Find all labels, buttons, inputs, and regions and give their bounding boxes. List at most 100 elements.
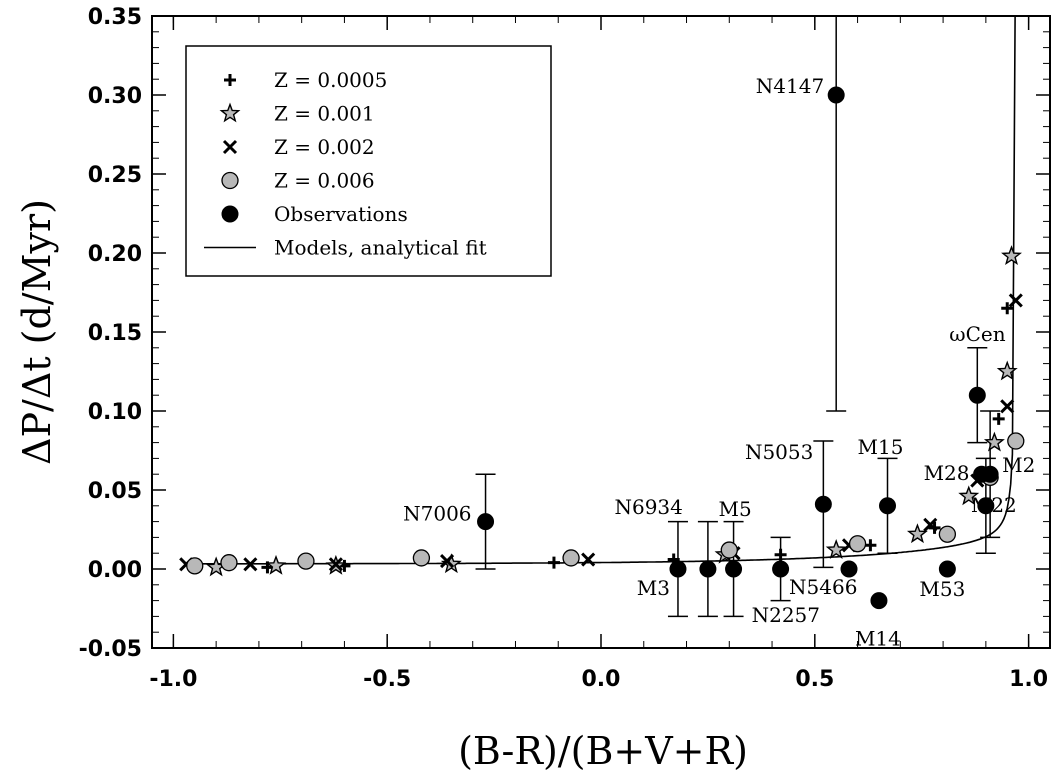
plus-mark: [774, 548, 787, 561]
plus-marker: [774, 548, 787, 561]
plus-marker: [547, 556, 560, 569]
y-tick-label: 0.15: [88, 321, 142, 346]
y-tick-label: 0.30: [88, 84, 142, 109]
annotation-label: M5: [719, 497, 752, 521]
annotation-label: ωCen: [949, 322, 1005, 346]
star-mark: [1001, 245, 1022, 266]
black-circle-mark: [772, 560, 790, 578]
star-marker: [906, 523, 928, 544]
gray-circle-marker: [220, 554, 238, 572]
y-tick-label: 0.35: [88, 5, 142, 30]
gray-circle-mark: [1007, 432, 1025, 450]
star-mark: [983, 431, 1005, 452]
black-circle-mark: [938, 560, 956, 578]
cross-mark: [923, 517, 938, 532]
black-circle-marker: [221, 205, 239, 223]
cross-marker: [923, 517, 938, 532]
x-tick-label: -1.0: [149, 667, 197, 692]
gray-circle-mark: [412, 549, 431, 567]
black-circle-marker: [699, 560, 717, 578]
y-tick-label: 0.10: [88, 400, 142, 425]
gray-circle-marker: [938, 525, 957, 543]
gray-circle-marker: [186, 557, 204, 575]
gray-circle-marker: [562, 549, 580, 567]
gray-circle-mark: [297, 552, 315, 570]
black-circle-mark: [725, 560, 743, 578]
legend-label: Models, analytical fit: [274, 236, 487, 260]
black-circle-marker: [477, 513, 495, 531]
cross-mark: [328, 557, 343, 572]
plus-marker: [1001, 302, 1014, 315]
cross-marker: [1008, 293, 1023, 308]
black-circle-marker: [968, 386, 986, 404]
cross-marker: [222, 139, 238, 155]
gray-circle-mark: [720, 541, 738, 559]
x-tick-label: 1.0: [1009, 667, 1048, 692]
plus-mark: [864, 539, 877, 552]
y-axis-title: ΔP/Δt (d/Myr): [15, 199, 59, 465]
legend-label: Z = 0.002: [274, 135, 375, 159]
cross-marker: [439, 554, 455, 569]
plus-marker: [864, 539, 877, 552]
cross-marker: [581, 552, 596, 567]
star-marker: [265, 554, 287, 575]
star-mark: [958, 485, 980, 506]
black-circle-mark: [827, 86, 845, 104]
black-circle-mark: [870, 592, 888, 610]
legend-label: Z = 0.0005: [274, 68, 387, 92]
annotation-label: N4147: [756, 74, 824, 98]
black-circle-mark: [977, 497, 995, 515]
black-circle-mark: [981, 465, 999, 483]
annotation-label: N6934: [614, 495, 682, 519]
star-marker: [958, 485, 980, 506]
annotation-label: N5466: [789, 575, 857, 599]
gray-circle-mark: [221, 171, 239, 190]
black-circle-marker: [814, 495, 832, 513]
cross-marker: [243, 557, 258, 572]
y-tick-label: 0.05: [88, 479, 142, 504]
black-circle-mark: [814, 495, 832, 513]
plus-mark: [992, 412, 1005, 425]
black-circle-mark: [840, 560, 858, 578]
black-circle-mark: [221, 205, 239, 223]
fit-curve: [186, 15, 1016, 565]
gray-circle-marker: [848, 535, 867, 553]
black-circle-mark: [477, 513, 495, 531]
annotation-label: M3: [637, 576, 670, 600]
y-tick-label: 0.20: [88, 242, 142, 267]
black-circle-marker: [938, 560, 956, 578]
y-tick-label: 0.00: [88, 558, 142, 583]
star-mark: [825, 539, 847, 559]
black-circle-marker: [669, 560, 687, 578]
star-mark: [996, 360, 1018, 381]
cross-marker: [328, 557, 343, 572]
gray-circle-mark: [938, 525, 957, 543]
black-circle-marker: [870, 592, 888, 610]
plus-mark: [224, 74, 236, 86]
gray-circle-mark: [848, 535, 867, 553]
annotation-label: M2: [1002, 453, 1035, 477]
x-tick-label: 0.5: [795, 667, 834, 692]
cross-mark: [439, 554, 455, 569]
black-circle-mark: [968, 386, 986, 404]
star-marker: [983, 431, 1005, 452]
star-marker: [219, 102, 241, 123]
annotation-label: N2257: [752, 603, 820, 627]
star-mark: [265, 554, 287, 575]
legend-label: Z = 0.006: [274, 169, 375, 193]
black-circle-marker: [827, 86, 845, 104]
legend-box: [185, 45, 552, 277]
cross-mark: [222, 139, 238, 155]
star-marker: [825, 539, 847, 559]
gray-circle-marker: [720, 541, 738, 559]
black-circle-marker: [981, 465, 999, 483]
cross-marker: [1000, 399, 1015, 414]
y-tick-label: -0.05: [79, 637, 142, 662]
star-marker: [1001, 245, 1022, 266]
annotation-label: M14: [855, 627, 901, 651]
black-circle-mark: [699, 560, 717, 578]
cross-mark: [581, 552, 596, 567]
plus-marker: [992, 412, 1005, 425]
black-circle-marker: [879, 497, 897, 515]
